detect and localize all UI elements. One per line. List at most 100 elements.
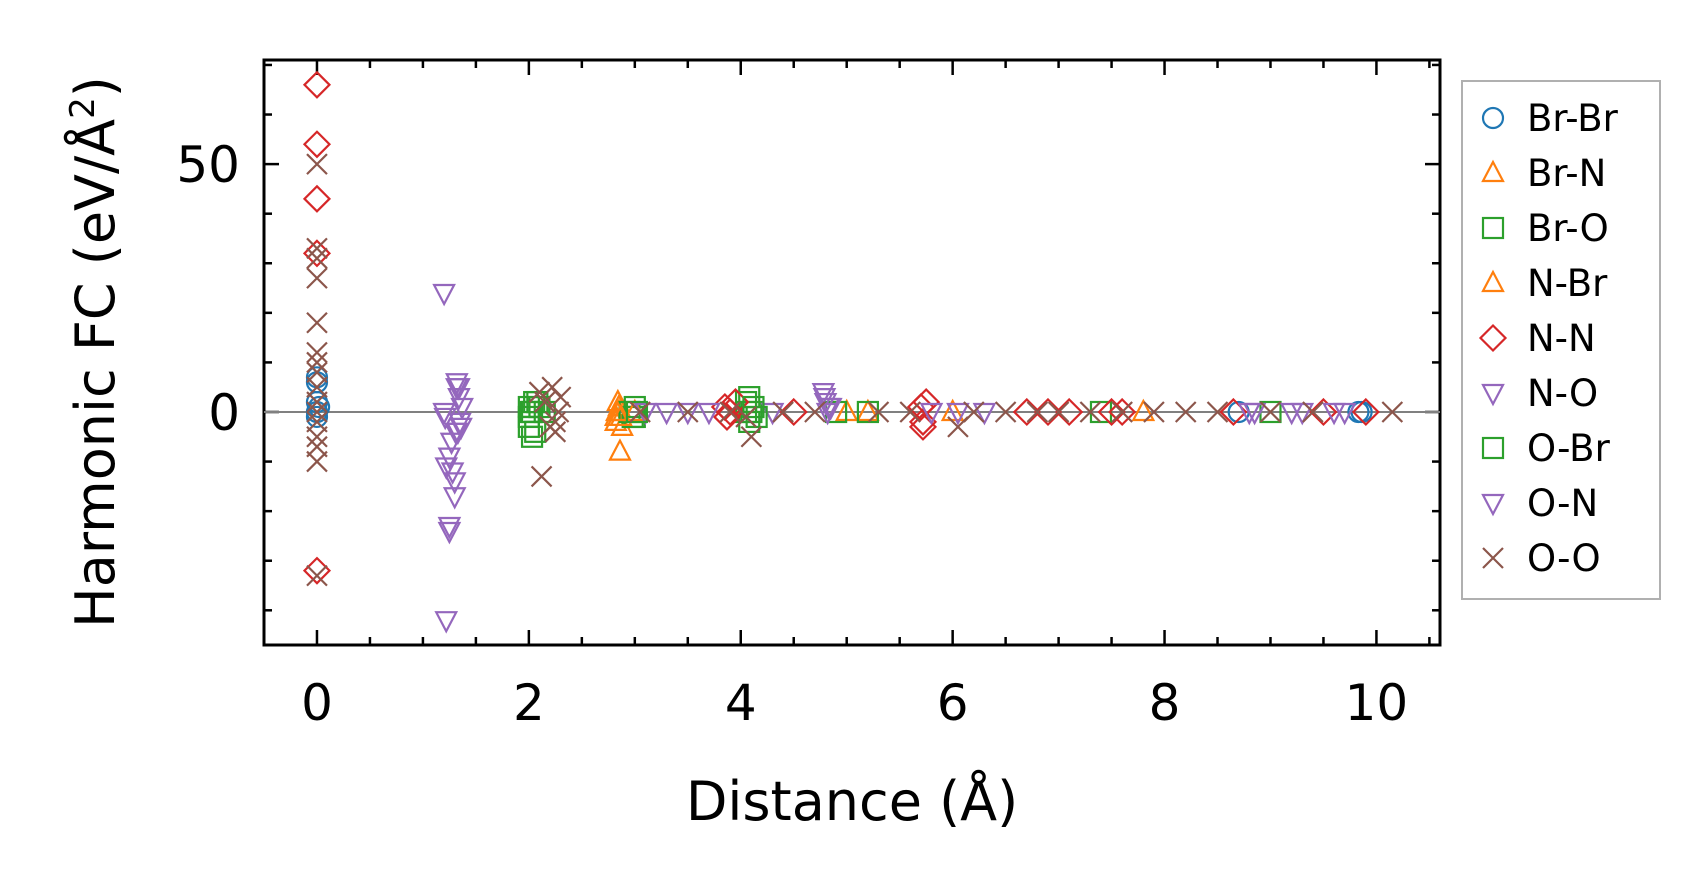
point-o-o [963, 401, 985, 423]
point-n-o [1332, 402, 1357, 426]
point-o-n [1279, 402, 1304, 426]
point-o-n [443, 422, 468, 446]
point-n-o [972, 402, 997, 426]
point-n-n [906, 392, 935, 422]
point-o-o [867, 401, 890, 423]
point-br-br [307, 395, 331, 419]
point-o-o [306, 311, 328, 334]
legend-label-n-br: N-Br [1527, 262, 1608, 305]
y-axis-label-close: ) [64, 76, 127, 97]
point-n-n [302, 130, 332, 159]
point-o-o [994, 401, 1017, 423]
point-n-o [434, 611, 459, 634]
point-n-n [1055, 397, 1084, 427]
point-n-n [1012, 397, 1041, 427]
x-axis-label: Distance (Å) [686, 769, 1018, 833]
point-n-o [449, 417, 473, 441]
point-n-n [302, 239, 332, 268]
legend-label-o-br: O-Br [1527, 427, 1611, 470]
point-n-n [1033, 397, 1063, 427]
x-tick-label: 6 [937, 674, 969, 732]
point-o-o [804, 401, 826, 423]
legend-marker-o-n [1481, 493, 1505, 517]
series-o-n [433, 388, 1304, 456]
point-br-br [305, 371, 329, 394]
legend-marker-br-o [1481, 216, 1505, 240]
point-o-o [306, 153, 328, 175]
point-o-o [306, 247, 328, 270]
point-o-n [946, 402, 970, 426]
point-o-o [530, 465, 553, 488]
point-o-o [306, 450, 328, 473]
x-tick-label: 2 [513, 674, 545, 732]
legend-label-n-n: N-N [1527, 317, 1596, 360]
y-axis-label-superscript: 2 [63, 97, 103, 119]
point-o-o [549, 386, 572, 408]
legend-marker-o-br [1481, 436, 1505, 460]
point-o-o [533, 391, 556, 413]
point-n-n [1309, 397, 1338, 427]
y-axis-label: Harmonic FC (eV/Å2) [63, 76, 127, 628]
point-n-o [675, 402, 700, 426]
point-n-o [919, 402, 944, 426]
point-o-o [899, 401, 922, 423]
legend-marker-n-o [1481, 383, 1505, 407]
point-o-o [629, 401, 651, 423]
legend-marker-br-br [1481, 106, 1505, 130]
point-n-n [779, 397, 808, 427]
point-o-o [1206, 401, 1229, 423]
legend-marker-n-n [1478, 323, 1508, 353]
x-tick-label: 10 [1345, 674, 1409, 732]
series-o-br [517, 390, 768, 438]
point-n-n [302, 70, 332, 99]
legend: Br-Br Br-N Br-O N-Br N-N N-O O-Br O-N O-O [1461, 80, 1661, 600]
point-n-n [1097, 397, 1126, 427]
series-o-o [306, 153, 1404, 587]
series-n-o [432, 283, 1357, 634]
point-o-o [306, 426, 328, 448]
point-o-br [625, 400, 649, 424]
point-o-o [544, 411, 567, 433]
point-o-o [306, 351, 328, 374]
y-axis-label-main: Harmonic FC (eV/Å [63, 119, 127, 628]
point-o-o [1047, 401, 1070, 423]
point-o-o [306, 401, 328, 423]
point-n-o [697, 402, 721, 426]
point-o-o [772, 401, 794, 423]
point-o-o [306, 391, 328, 413]
y-tick-label: 0 [208, 384, 240, 442]
point-n-n [716, 397, 745, 427]
axis-ticks [264, 60, 1440, 645]
series-br-o [517, 386, 1282, 448]
point-o-br [526, 390, 549, 414]
series-n-n [302, 70, 1380, 585]
plot-frame [262, 58, 1442, 647]
x-tick-label: 0 [301, 674, 333, 732]
point-o-o [528, 381, 551, 403]
legend-label-br-o: Br-O [1527, 207, 1609, 250]
data-points [302, 70, 1404, 634]
point-n-o [437, 516, 462, 540]
legend-label-o-n: O-N [1527, 482, 1598, 525]
point-o-o [1381, 401, 1404, 423]
point-o-br [517, 415, 540, 438]
point-o-o [544, 421, 567, 443]
point-n-o [450, 397, 474, 421]
point-o-o [740, 426, 763, 448]
point-n-br [940, 398, 965, 422]
legend-label-br-n: Br-N [1527, 152, 1606, 195]
point-br-n [856, 398, 880, 422]
legend-marker-n-br [1481, 269, 1505, 293]
legend-marker-br-n [1481, 159, 1505, 183]
point-o-n [1237, 402, 1262, 426]
point-o-o [1259, 401, 1282, 423]
point-n-n [302, 556, 332, 585]
point-n-o [442, 487, 467, 510]
point-n-n [1351, 397, 1380, 427]
point-n-o [437, 521, 462, 545]
point-br-br [305, 405, 329, 429]
point-o-o [1174, 401, 1197, 423]
point-o-o [306, 237, 328, 260]
